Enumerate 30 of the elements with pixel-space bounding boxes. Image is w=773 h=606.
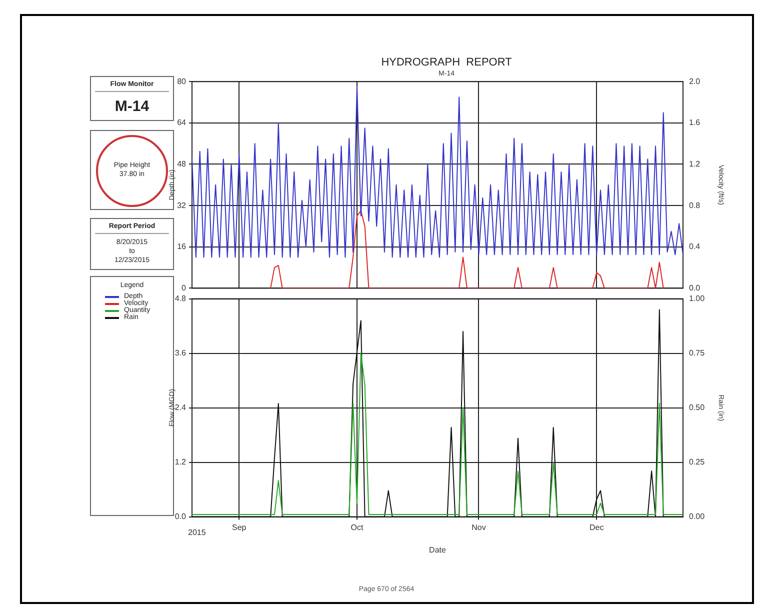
- y-tick-label: 32: [177, 200, 187, 210]
- y-tick-label: 80: [177, 76, 187, 86]
- y-tick-label: 16: [177, 242, 187, 252]
- y2-tick-label: 0.8: [689, 200, 701, 210]
- y-tick-label: 64: [177, 118, 187, 128]
- y-tick-label: 4.8: [174, 294, 187, 304]
- y2-tick-label: 0.50: [689, 403, 706, 412]
- y2-tick-label: 0.0: [689, 283, 701, 292]
- y-tick-label: 1.2: [174, 458, 187, 467]
- y2-tick-label: 0.75: [689, 348, 706, 358]
- x-axis-title: Date: [429, 545, 446, 554]
- y2-tick-label: 1.2: [689, 159, 701, 168]
- y2-tick-label: 0.00: [689, 512, 706, 522]
- y2-tick-label: 0.25: [689, 458, 706, 467]
- y2-tick-label: 1.6: [689, 118, 701, 128]
- y-tick-label: 48: [177, 159, 187, 168]
- x-tick-label: Dec: [589, 522, 604, 532]
- text: 2015: [188, 528, 206, 538]
- y-tick-label: 0: [182, 283, 187, 292]
- y-tick-label: 0.0: [174, 512, 187, 522]
- x-tick-label: Sep: [232, 522, 247, 532]
- x-tick-label: Nov: [472, 522, 486, 532]
- y-tick-label: 2.4: [174, 403, 187, 412]
- text: M-14: [114, 97, 150, 117]
- x-tick-label: Oct: [350, 522, 364, 532]
- y-tick-label: 3.6: [174, 348, 187, 358]
- y2-tick-label: 0.4: [689, 242, 701, 252]
- chart-title: HYDROGRAPH REPORT: [381, 56, 512, 69]
- y2-tick-label: 1.00: [689, 294, 706, 304]
- y2-tick-label: 2.0: [689, 76, 701, 86]
